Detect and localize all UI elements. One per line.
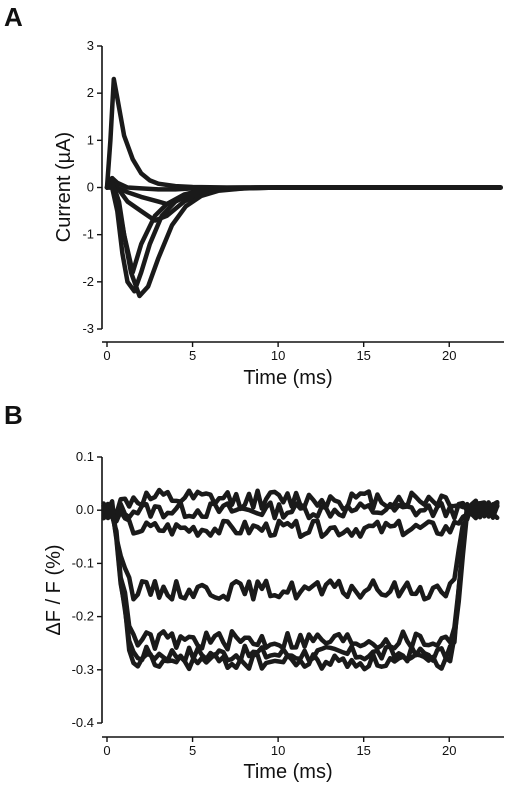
panel-a-letter: A [4,2,23,32]
x-tick-label: 15 [356,348,370,363]
y-axis-label-b: ΔF / F (%) [43,544,65,635]
y-tick-label: 0.0 [76,502,94,517]
y-tick-label: -0.2 [72,609,94,624]
x-tick-label: 5 [189,348,196,363]
x-tick-label: 20 [442,348,456,363]
y-tick-label: -3 [82,321,94,336]
fluorescence-trace-5 [101,499,500,652]
y-tick-label: 0.1 [76,449,94,464]
fluorescence-trace-3 [101,500,500,540]
y-tick-label: -0.4 [72,715,94,730]
current-trace-7 [104,185,503,299]
x-axis-label-b: Time (ms) [243,761,332,783]
y-tick-label: -0.1 [72,555,94,570]
panel-b-letter: B [4,400,23,430]
y-tick-label: 0 [87,180,94,195]
y-tick-label: 3 [87,38,94,53]
y-tick-label: -1 [82,227,94,242]
y-tick-label: -0.3 [72,662,94,677]
fluorescence-trace-4 [101,498,500,602]
x-tick-label: 0 [103,743,110,758]
x-tick-label: 0 [103,348,110,363]
y-tick-label: -2 [82,274,94,289]
current-trace-1 [104,76,503,190]
x-axis-label-a: Time (ms) [243,367,332,389]
x-tick-label: 20 [442,743,456,758]
y-axis-label-a: Current (µA) [53,132,75,242]
x-tick-label: 10 [271,348,285,363]
y-tick-label: 1 [87,132,94,147]
x-tick-label: 5 [189,743,196,758]
chart-b: 0.1 0.0 -0.1 -0.2 -0.3 -0.4 0 5 10 15 20 ΔF / F (… [43,449,504,783]
x-tick-label: 10 [271,743,285,758]
fluorescence-trace-7 [101,502,500,672]
x-tick-label: 15 [356,743,370,758]
fluorescence-trace-2 [101,500,500,521]
current-trace-5 [104,180,503,275]
y-tick-label: 2 [87,85,94,100]
